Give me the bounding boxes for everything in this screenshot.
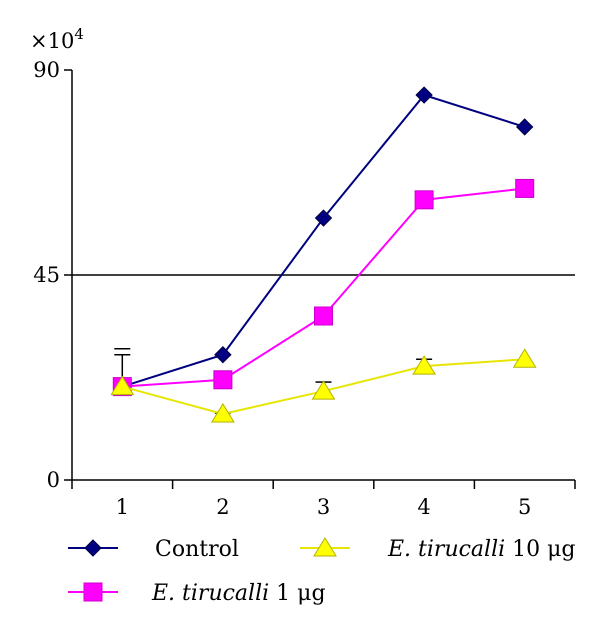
data-point-square [414,190,434,210]
legend-item-1: Control [68,537,239,562]
data-point-triangle [211,402,235,423]
series-1 [113,86,534,396]
series-2 [112,178,535,397]
legend: Control E. tirucalli 10 μgE. tirucalli 1 … [68,537,576,606]
x-tick-label: 1 [116,495,129,519]
y-tick-label: 0 [47,468,60,492]
series-line [121,93,526,388]
data-point-triangle [311,380,336,400]
x-tick-label: 3 [317,495,330,519]
series-3 [110,348,537,423]
data-point-diamond [415,86,433,104]
data-point-square [213,370,233,390]
x-tick-label: 4 [417,495,430,519]
legend-label-italic: E. tirucalli [151,581,269,606]
y-tick-label: 90 [33,58,60,82]
y-multiplier-label: ×104 [30,25,84,53]
data-point-triangle [512,348,537,368]
x-tick-label: 2 [216,495,229,519]
y-tick-label: 45 [33,263,60,287]
data-point-diamond [214,346,232,364]
data-point-square [83,582,103,602]
legend-label-italic: E. tirucalli [387,537,505,562]
data-point-triangle [412,355,436,375]
legend-item-2: E. tirucalli 1 μg [68,581,326,606]
data-point-diamond [515,118,534,136]
legend-item-3: E. tirucalli 10 μg [300,537,576,562]
series-layer [110,86,537,423]
data-point-triangle [313,537,337,557]
legend-label-rest: 10 μg [505,537,575,562]
y-multiplier-base: ×10 [30,29,74,53]
legend-label: E. tirucalli 10 μg [387,537,576,562]
data-point-diamond [314,209,333,227]
legend-label: Control [155,537,239,562]
legend-label: E. tirucalli 1 μg [151,581,326,606]
data-point-square [515,178,535,198]
x-tick-label: 5 [518,495,531,519]
legend-label-rest: 1 μg [269,581,325,606]
y-multiplier-exponent: 4 [74,25,84,43]
data-point-square [314,306,333,326]
data-point-diamond [84,539,102,557]
data-point-triangle [110,375,135,396]
